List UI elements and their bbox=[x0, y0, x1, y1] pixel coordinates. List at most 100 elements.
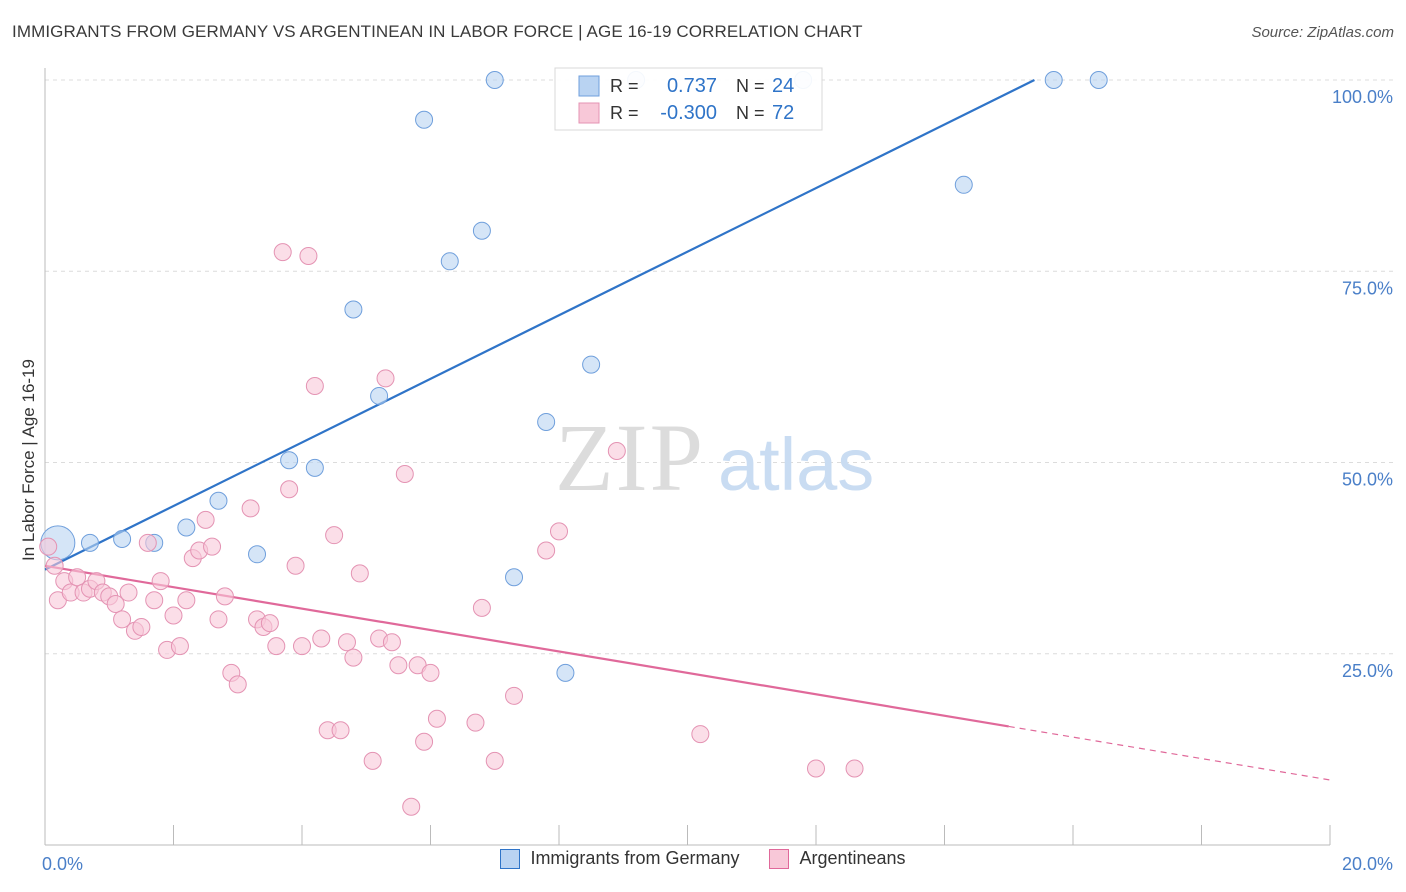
argentinean-point bbox=[145, 591, 164, 610]
argentinean-point bbox=[421, 663, 440, 682]
argentinean-point bbox=[260, 614, 279, 633]
argentinean-point bbox=[203, 537, 222, 556]
argentinean-point bbox=[344, 648, 363, 667]
germany-point bbox=[440, 252, 459, 271]
argentinean-point bbox=[215, 587, 234, 606]
germany-point bbox=[582, 355, 601, 374]
y-axis-label: In Labor Force | Age 16-19 bbox=[19, 359, 38, 561]
germany-point bbox=[1044, 71, 1063, 89]
argentinean-point bbox=[845, 759, 864, 778]
argentinean-point bbox=[164, 606, 183, 625]
argentinean-trend-line bbox=[44, 564, 1009, 728]
argentinean-point bbox=[807, 759, 825, 778]
legend-swatch-germany bbox=[500, 848, 521, 869]
argentinean-point bbox=[402, 797, 421, 816]
argentinean-point bbox=[151, 572, 170, 591]
germany-point bbox=[505, 568, 524, 587]
argentinean-trend-extension bbox=[1008, 725, 1331, 781]
stats-legend-swatch bbox=[578, 102, 600, 124]
germany-point bbox=[305, 458, 324, 477]
stats-n-label: N = bbox=[736, 76, 765, 96]
argentinean-point bbox=[170, 637, 189, 656]
y-tick-label: 50.0% bbox=[1342, 470, 1393, 490]
watermark-atlas: atlas bbox=[718, 423, 874, 506]
x-tick-label: 20.0% bbox=[1342, 854, 1393, 874]
legend-swatch-argentineans bbox=[769, 848, 790, 869]
argentinean-point bbox=[472, 598, 491, 617]
argentinean-point bbox=[505, 686, 524, 705]
legend-item-argentineans: Argentineans bbox=[769, 848, 906, 869]
argentinean-point bbox=[485, 751, 504, 770]
argentinean-point bbox=[427, 709, 446, 728]
argentinean-point bbox=[607, 442, 626, 461]
argentinean-point bbox=[267, 637, 286, 656]
germany-point bbox=[415, 110, 434, 129]
legend-label-argentineans: Argentineans bbox=[799, 848, 906, 868]
argentinean-point bbox=[209, 610, 228, 629]
y-tick-label: 75.0% bbox=[1342, 278, 1393, 298]
germany-point bbox=[177, 518, 196, 537]
argentinean-point bbox=[177, 591, 196, 610]
bottom-legend: Immigrants from Germany Argentineans bbox=[0, 848, 1406, 869]
argentinean-point bbox=[228, 675, 247, 694]
argentinean-point bbox=[113, 610, 132, 629]
argentinean-point bbox=[389, 656, 408, 675]
germany-trend-line bbox=[44, 79, 1035, 571]
stats-n-label: N = bbox=[736, 103, 765, 123]
argentinean-point bbox=[241, 499, 260, 518]
argentinean-point bbox=[106, 595, 125, 614]
argentinean-point bbox=[537, 541, 556, 560]
argentinean-point bbox=[691, 725, 710, 744]
germany-point bbox=[248, 545, 267, 564]
germany-point bbox=[80, 533, 99, 552]
germany-point bbox=[209, 491, 228, 510]
argentinean-point bbox=[550, 522, 568, 541]
y-tick-label: 100.0% bbox=[1332, 87, 1393, 107]
stats-n-value: 24 bbox=[772, 75, 794, 97]
stats-legend-swatch bbox=[578, 75, 600, 97]
argentinean-point bbox=[39, 537, 58, 556]
germany-point bbox=[556, 663, 575, 682]
stats-r-value: -0.300 bbox=[660, 102, 717, 124]
argentinean-point bbox=[415, 732, 434, 751]
source-label: Source: ZipAtlas.com bbox=[1251, 24, 1394, 41]
germany-point bbox=[344, 300, 363, 319]
argentinean-point bbox=[273, 243, 292, 262]
argentinean-point bbox=[305, 377, 324, 395]
argentinean-point bbox=[312, 629, 331, 648]
argentinean-point bbox=[132, 617, 151, 636]
stats-r-label: R = bbox=[610, 76, 639, 96]
argentinean-point bbox=[466, 713, 485, 732]
argentinean-point bbox=[293, 637, 311, 656]
germany-point bbox=[485, 71, 504, 89]
stats-n-value: 72 bbox=[772, 102, 794, 124]
argentinean-point bbox=[331, 721, 350, 740]
argentinean-point bbox=[350, 564, 369, 583]
watermark-zip: ZIP bbox=[555, 404, 705, 511]
x-tick-label: 0.0% bbox=[42, 854, 83, 874]
germany-point bbox=[472, 221, 491, 240]
argentinean-point bbox=[325, 526, 344, 545]
argentinean-point bbox=[382, 633, 401, 652]
germany-point bbox=[954, 175, 973, 194]
argentinean-point bbox=[286, 556, 305, 575]
argentinean-point bbox=[280, 480, 299, 499]
argentinean-point bbox=[376, 369, 395, 388]
germany-point bbox=[537, 412, 556, 431]
germany-point bbox=[280, 451, 299, 470]
legend-label-germany: Immigrants from Germany bbox=[530, 848, 740, 868]
argentinean-point bbox=[196, 510, 215, 529]
germany-point bbox=[113, 530, 132, 548]
y-tick-label: 25.0% bbox=[1342, 661, 1393, 681]
argentinean-point bbox=[68, 568, 87, 587]
stats-r-value: 0.737 bbox=[667, 75, 717, 97]
chart-title: IMMIGRANTS FROM GERMANY VS ARGENTINEAN I… bbox=[12, 22, 863, 41]
argentinean-point bbox=[138, 533, 157, 552]
legend-item-germany: Immigrants from Germany bbox=[500, 848, 739, 869]
argentinean-point bbox=[119, 583, 138, 602]
argentinean-point bbox=[395, 464, 414, 483]
germany-point bbox=[370, 386, 389, 405]
stats-r-label: R = bbox=[610, 103, 639, 123]
argentinean-point bbox=[363, 751, 382, 770]
argentinean-point bbox=[337, 633, 356, 652]
